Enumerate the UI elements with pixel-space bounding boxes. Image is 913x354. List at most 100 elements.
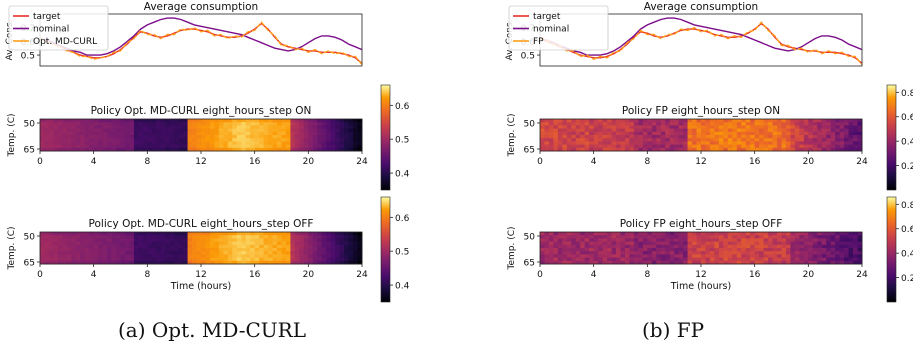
heat-cell bbox=[799, 138, 805, 142]
heat-cell bbox=[308, 128, 314, 133]
heat-cell bbox=[647, 235, 653, 239]
heat-cell bbox=[129, 125, 135, 129]
heat-cell bbox=[562, 248, 568, 252]
heat-cell bbox=[263, 244, 269, 249]
heat-cell bbox=[647, 232, 653, 236]
heat-cell bbox=[839, 131, 845, 136]
heat-cell bbox=[647, 122, 653, 126]
heat-cell bbox=[165, 248, 171, 252]
heat-cell bbox=[709, 248, 715, 252]
heat-cell bbox=[701, 244, 706, 249]
heat-cell bbox=[803, 135, 809, 139]
heat-cell bbox=[665, 241, 671, 246]
heat-cell bbox=[633, 141, 639, 145]
heat-cell bbox=[84, 141, 90, 145]
heat-cell bbox=[853, 244, 858, 249]
heat-cell bbox=[326, 248, 332, 252]
heat-cell bbox=[803, 241, 809, 246]
heat-cell bbox=[844, 141, 849, 145]
heat-cell bbox=[678, 232, 684, 236]
heat-cell bbox=[294, 122, 300, 126]
heat-cell bbox=[218, 138, 224, 142]
heat-cell bbox=[245, 144, 251, 149]
heat-cell bbox=[57, 119, 63, 123]
heat-cell bbox=[178, 238, 184, 242]
heat-cell bbox=[156, 251, 162, 255]
heat-cell bbox=[692, 248, 697, 252]
heat-cell bbox=[285, 254, 291, 258]
heat-cell bbox=[741, 244, 747, 249]
heat-cell bbox=[102, 128, 108, 133]
heat-cell bbox=[227, 122, 233, 126]
heat-cell bbox=[339, 144, 345, 149]
heat-cell bbox=[674, 141, 680, 145]
heat-cell bbox=[826, 235, 832, 239]
heat-cell bbox=[763, 260, 769, 265]
heat-cell bbox=[116, 144, 121, 149]
heat-cell bbox=[44, 248, 50, 252]
heat-cell bbox=[633, 122, 639, 126]
heat-cell bbox=[116, 232, 121, 236]
heat-cell bbox=[584, 131, 590, 136]
heat-cell bbox=[80, 235, 86, 239]
heat-cell bbox=[93, 141, 99, 145]
heat-cell bbox=[607, 138, 612, 142]
heat-cell bbox=[303, 244, 309, 249]
heat-cell bbox=[183, 254, 188, 258]
heat-cell bbox=[781, 244, 787, 249]
heat-cell bbox=[357, 257, 363, 262]
heat-cell bbox=[647, 125, 653, 129]
heat-cell bbox=[116, 235, 121, 239]
heat-cell bbox=[674, 241, 680, 246]
heat-cell bbox=[557, 244, 563, 249]
heat-cell bbox=[290, 141, 296, 145]
heat-cell bbox=[205, 257, 211, 262]
heat-cell bbox=[665, 138, 671, 142]
heat-cell bbox=[187, 232, 193, 236]
heat-cell bbox=[571, 119, 577, 123]
heat-cell bbox=[241, 254, 247, 258]
heat-cell bbox=[192, 128, 197, 133]
heat-cell bbox=[53, 232, 59, 236]
heat-cell bbox=[785, 260, 791, 265]
heat-cell bbox=[120, 238, 126, 242]
heat-cell bbox=[727, 141, 733, 145]
heat-cell bbox=[799, 232, 805, 236]
heat-cell bbox=[714, 135, 720, 139]
heat-cell bbox=[133, 141, 139, 145]
heat-cell bbox=[830, 119, 836, 123]
heat-cell bbox=[768, 251, 773, 255]
heat-cell bbox=[772, 119, 778, 123]
heat-cell bbox=[683, 119, 688, 123]
heat-cell bbox=[777, 147, 782, 152]
heat-cell bbox=[794, 147, 800, 152]
heat-cell bbox=[71, 119, 77, 123]
heat-cell bbox=[335, 241, 341, 246]
heat-cell bbox=[151, 257, 157, 262]
heat-cell bbox=[357, 125, 363, 129]
heat-cell bbox=[660, 122, 666, 126]
heat-cell bbox=[584, 248, 590, 252]
heat-cell bbox=[98, 144, 104, 149]
heat-cell bbox=[339, 141, 345, 145]
heat-cell bbox=[174, 248, 180, 252]
heat-cell bbox=[277, 251, 282, 255]
heat-cell bbox=[308, 254, 314, 258]
heat-cell bbox=[169, 131, 175, 136]
heat-cell bbox=[277, 232, 282, 236]
heat-cell bbox=[736, 235, 742, 239]
heat-cell bbox=[575, 131, 581, 136]
y-tick-label: 50 bbox=[524, 120, 536, 130]
heat-cell bbox=[683, 248, 688, 252]
heat-cell bbox=[66, 141, 72, 145]
heat-cell bbox=[687, 260, 693, 265]
heat-cell bbox=[803, 125, 809, 129]
heat-cell bbox=[294, 248, 300, 252]
heat-cell bbox=[759, 254, 765, 258]
heat-cell bbox=[285, 131, 291, 136]
heat-cell bbox=[817, 251, 823, 255]
heat-cell bbox=[665, 125, 671, 129]
heat-cell bbox=[620, 235, 626, 239]
heat-cell bbox=[178, 260, 184, 265]
heat-cell bbox=[124, 251, 130, 255]
